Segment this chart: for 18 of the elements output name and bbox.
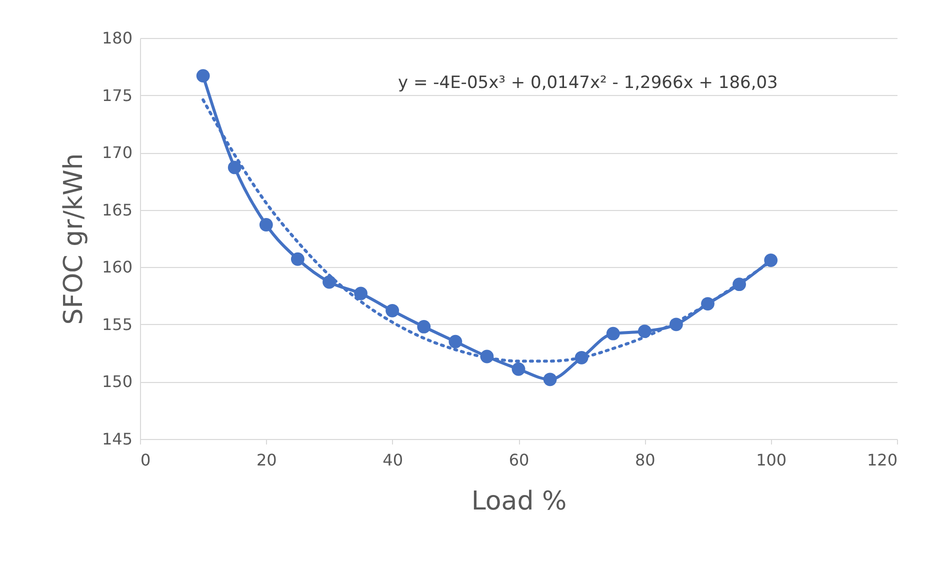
x-tick-label: 120: [866, 450, 898, 470]
y-tick-label: 160: [102, 258, 132, 277]
x-tick-label: 40: [382, 450, 404, 470]
x-tick-label: 20: [256, 450, 277, 470]
y-tick-label: 155: [102, 314, 132, 334]
y-tick-label: 145: [102, 430, 132, 448]
x-tick-label: 0: [140, 450, 151, 470]
y-tick-label: 150: [102, 372, 132, 392]
y-axis-title: SFOC gr/kWh: [58, 153, 89, 325]
annotation: y = -4E-05x³ + 0,0147x² - 1,2966x + 186,03: [398, 73, 778, 93]
x-tick-label: 100: [756, 450, 787, 470]
y-tick-label: 175: [102, 86, 132, 105]
y-tick-label: 170: [102, 143, 132, 162]
x-axis-title: Load %: [471, 486, 567, 516]
y-tick-label: 180: [102, 28, 132, 48]
x-tick-label: 60: [508, 450, 530, 470]
x-tick-label: 80: [634, 450, 656, 470]
y-tick-label: 165: [102, 200, 132, 220]
